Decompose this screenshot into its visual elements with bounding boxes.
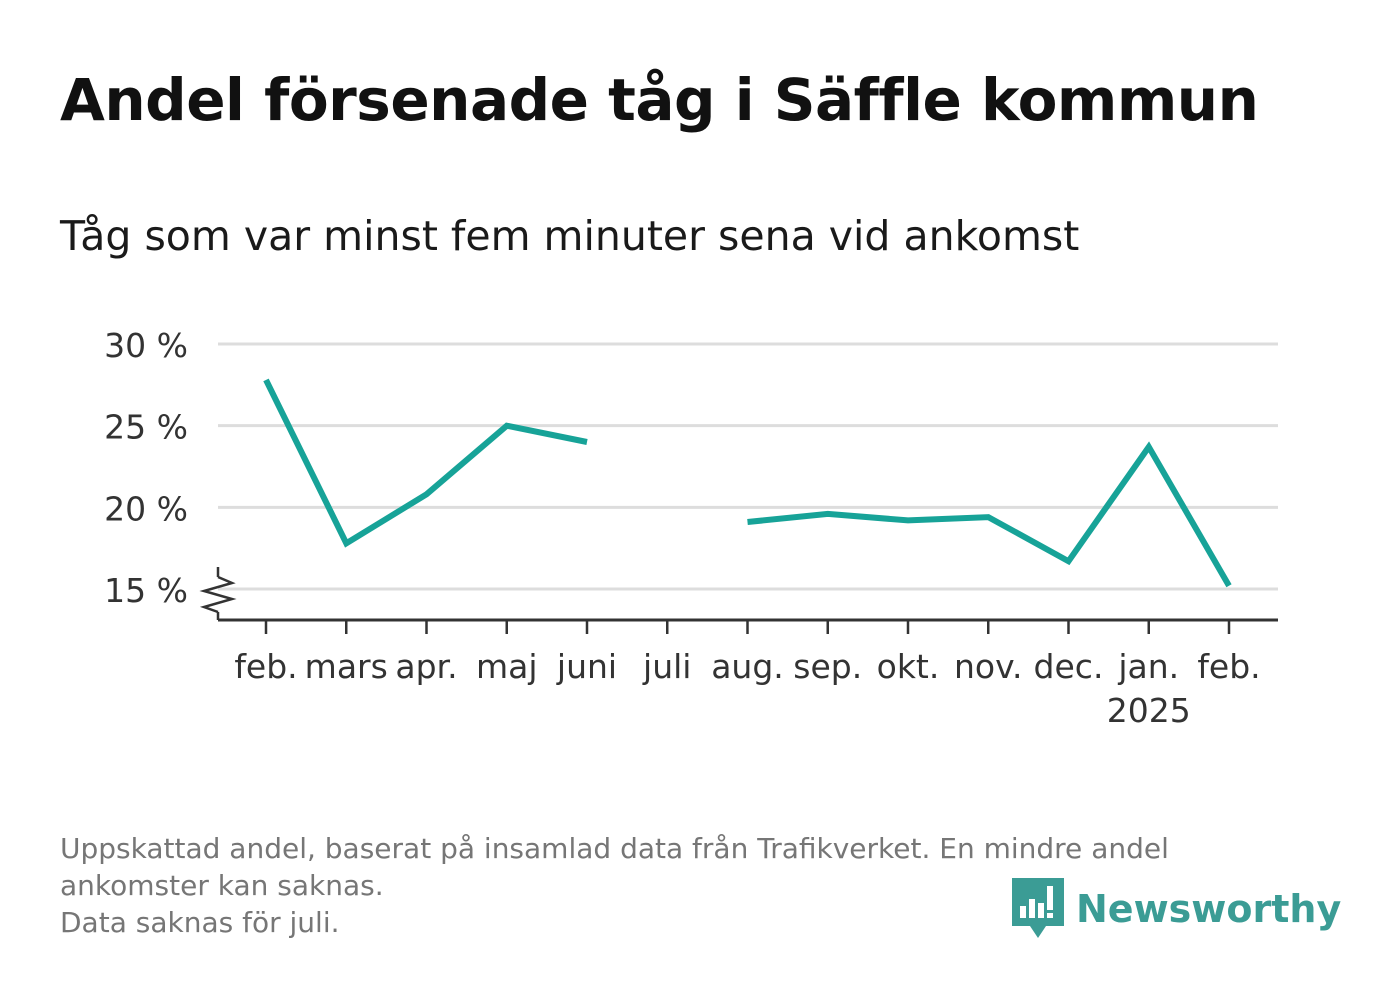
footnote-line-2: ankomster kan saknas. — [60, 869, 384, 902]
footnote-line-1: Uppskattad andel, baserat på insamlad da… — [60, 832, 1169, 865]
y-tick-label-15: 15 % — [104, 571, 188, 610]
x-tick-label-1: mars — [305, 647, 388, 686]
y-tick-label-20: 20 % — [104, 489, 188, 528]
x-tick-label-2: apr. — [395, 647, 457, 686]
chart-subtitle: Tåg som var minst fem minuter sena vid a… — [60, 212, 1080, 260]
x-tick-label-7: sep. — [793, 647, 862, 686]
axis-break-symbol — [199, 575, 237, 614]
x-tick-label-10: dec. — [1034, 647, 1104, 686]
x-tick-label-6: aug. — [711, 647, 784, 686]
footnote-line-3: Data saknas för juli. — [60, 906, 340, 939]
x-tick-label-8: okt. — [877, 647, 940, 686]
x-tick-label-12: feb. — [1197, 647, 1260, 686]
series-line-segment-0 — [263, 378, 588, 548]
newsworthy-logo: Newsworthy — [1012, 878, 1341, 940]
brand-name: Newsworthy — [1076, 887, 1342, 931]
footnote: Uppskattad andel, baserat på insamlad da… — [60, 830, 1320, 941]
y-tick-label-30: 30 % — [104, 326, 188, 365]
x-tick-label-11: jan. — [1117, 647, 1179, 686]
x-tick-label-4: juni — [556, 647, 617, 686]
chart-title: Andel försenade tåg i Säffle kommun — [60, 66, 1259, 134]
series-line-segment-1 — [747, 441, 1232, 588]
x-tick-label-0: feb. — [234, 647, 297, 686]
x-year-label: 2025 — [1107, 691, 1191, 730]
x-tick-label-5: juli — [642, 647, 691, 686]
y-tick-label-25: 25 % — [104, 408, 188, 447]
newsworthy-icon — [1012, 878, 1064, 938]
x-tick-label-9: nov. — [954, 647, 1023, 686]
x-tick-label-3: maj — [476, 647, 538, 686]
